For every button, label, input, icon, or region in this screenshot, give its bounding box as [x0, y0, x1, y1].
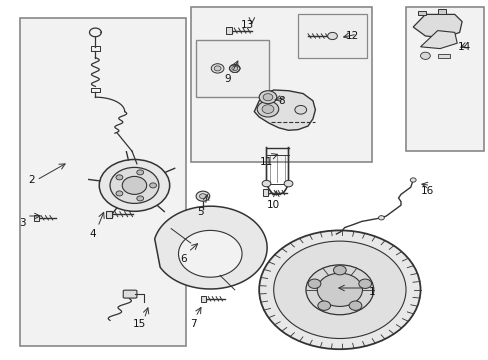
- Bar: [201, 296, 205, 302]
- Text: 15: 15: [132, 319, 146, 329]
- Circle shape: [317, 301, 330, 310]
- Text: 6: 6: [180, 254, 186, 264]
- Bar: [190, 7, 371, 162]
- Circle shape: [110, 167, 159, 203]
- Text: 12: 12: [345, 31, 358, 41]
- Bar: [263, 189, 267, 196]
- Circle shape: [317, 273, 362, 306]
- Circle shape: [231, 66, 237, 71]
- Bar: [405, 7, 483, 151]
- Text: 13: 13: [240, 20, 253, 30]
- Circle shape: [122, 176, 146, 194]
- Text: 10: 10: [267, 200, 280, 210]
- Circle shape: [284, 180, 292, 187]
- Bar: [34, 215, 39, 221]
- Bar: [437, 9, 446, 14]
- Circle shape: [378, 216, 384, 220]
- Circle shape: [348, 301, 361, 310]
- Circle shape: [259, 91, 276, 104]
- Circle shape: [137, 170, 143, 175]
- Circle shape: [263, 94, 272, 101]
- Polygon shape: [254, 90, 315, 130]
- Polygon shape: [412, 14, 461, 38]
- Circle shape: [262, 105, 273, 113]
- Polygon shape: [154, 206, 266, 289]
- Circle shape: [137, 196, 143, 201]
- Circle shape: [116, 191, 122, 196]
- Polygon shape: [178, 230, 242, 277]
- Text: 7: 7: [189, 319, 196, 329]
- Circle shape: [214, 66, 221, 71]
- Circle shape: [196, 191, 209, 201]
- Circle shape: [273, 241, 405, 338]
- Bar: [226, 27, 232, 34]
- Bar: [106, 211, 112, 218]
- Text: 14: 14: [457, 42, 470, 52]
- Circle shape: [307, 279, 320, 288]
- Circle shape: [211, 64, 224, 73]
- Circle shape: [409, 178, 415, 182]
- Circle shape: [199, 194, 206, 199]
- Circle shape: [99, 159, 169, 211]
- Text: 4: 4: [89, 229, 96, 239]
- Circle shape: [116, 175, 122, 180]
- Circle shape: [294, 105, 306, 114]
- Text: 8: 8: [277, 96, 284, 106]
- Circle shape: [333, 266, 346, 275]
- FancyBboxPatch shape: [123, 290, 137, 298]
- Circle shape: [229, 64, 240, 72]
- Bar: [20, 18, 185, 346]
- Bar: [417, 11, 425, 15]
- Text: 9: 9: [224, 74, 230, 84]
- Text: 1: 1: [367, 287, 374, 297]
- Circle shape: [257, 101, 278, 117]
- Polygon shape: [420, 31, 456, 49]
- Text: 2: 2: [28, 175, 35, 185]
- Text: 11: 11: [259, 157, 273, 167]
- Circle shape: [259, 230, 420, 349]
- Circle shape: [358, 279, 371, 288]
- Text: 16: 16: [420, 186, 434, 196]
- Bar: [437, 54, 449, 58]
- Circle shape: [327, 32, 337, 40]
- Circle shape: [420, 52, 429, 59]
- Bar: [195, 40, 268, 97]
- Circle shape: [149, 183, 156, 188]
- Circle shape: [305, 265, 373, 315]
- Text: 5: 5: [197, 207, 203, 217]
- Bar: [298, 14, 366, 58]
- Circle shape: [262, 180, 270, 187]
- Text: 3: 3: [19, 218, 25, 228]
